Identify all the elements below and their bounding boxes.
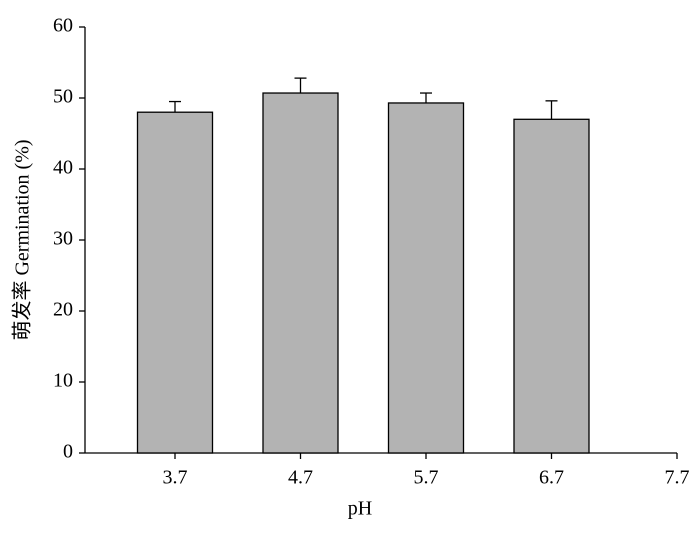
error-bar xyxy=(545,100,558,120)
x-tick-label: 5.7 xyxy=(414,467,439,489)
bar xyxy=(136,111,214,454)
bar xyxy=(262,92,339,454)
error-bar xyxy=(294,77,307,94)
y-tick-label: 50 xyxy=(53,86,73,108)
error-bar xyxy=(169,100,181,113)
error-bar xyxy=(420,92,432,103)
y-tick-label: 40 xyxy=(53,157,73,179)
x-tick-label: 3.7 xyxy=(163,467,188,489)
bar xyxy=(387,102,465,454)
y-tick-label: 20 xyxy=(53,299,73,321)
y-axis-title: 萌发率 Germination (%) xyxy=(11,139,34,340)
y-tick-label: 30 xyxy=(53,228,73,250)
x-axis-title: pH xyxy=(348,498,372,520)
y-tick-label: 0 xyxy=(63,441,73,463)
y-tick-label: 60 xyxy=(53,15,73,37)
x-tick-label: 4.7 xyxy=(288,467,313,489)
x-tick-label: 7.7 xyxy=(665,467,690,489)
x-tick-label: 6.7 xyxy=(539,467,564,489)
y-tick-label: 10 xyxy=(53,370,73,392)
bar xyxy=(513,118,590,454)
